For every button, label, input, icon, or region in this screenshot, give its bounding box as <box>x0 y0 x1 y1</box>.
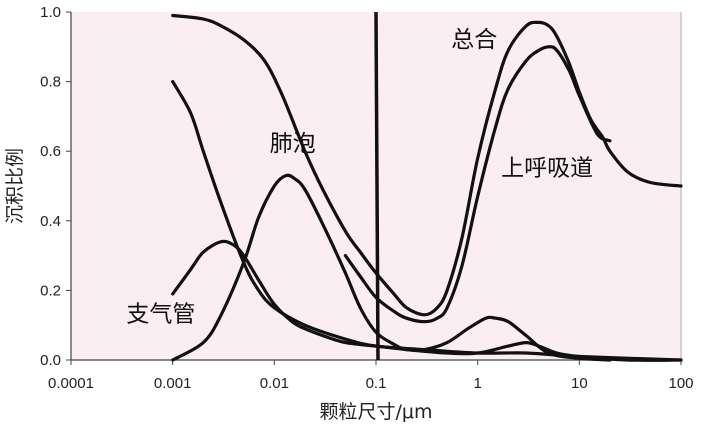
x-tick-label: 100 <box>668 375 693 392</box>
y-tick-label: 1.0 <box>40 4 61 21</box>
curve-label: 上呼吸道 <box>501 156 593 182</box>
reference-line-0.1um <box>374 11 380 361</box>
y-tick-label: 0.8 <box>40 74 61 91</box>
curve-unlabeled-4 <box>171 80 683 362</box>
curve-支气管 <box>171 239 683 362</box>
curve-上呼吸道 <box>343 45 612 324</box>
x-tick-label: 0.01 <box>260 375 289 392</box>
y-tick-labels: 0.0 0.2 0.4 0.6 0.8 1.0 <box>40 4 61 369</box>
x-tick-labels: 0.0001 0.001 0.01 0.1 1 10 100 <box>48 375 693 392</box>
x-axis-title: 颗粒尺寸/μm <box>320 401 433 423</box>
x-tick-label: 0.001 <box>154 375 192 392</box>
x-tick-label: 0.1 <box>366 375 387 392</box>
x-tick-label: 1 <box>473 375 481 392</box>
y-axis-title: 沉积比例 <box>4 148 26 224</box>
curve-label: 支气管 <box>126 302 195 328</box>
curve-label: 总合 <box>451 27 497 53</box>
x-tick-label: 0.0001 <box>48 375 94 392</box>
curve-肺泡 <box>171 173 612 362</box>
curves <box>171 13 683 362</box>
y-tick-label: 0.0 <box>40 352 61 369</box>
curve-label: 肺泡 <box>270 131 316 157</box>
y-tick-label: 0.2 <box>40 282 61 299</box>
x-tick-label: 10 <box>571 375 588 392</box>
y-tick-label: 0.6 <box>40 143 61 160</box>
reference-lines <box>374 11 380 361</box>
y-tick-label: 0.4 <box>40 213 61 230</box>
